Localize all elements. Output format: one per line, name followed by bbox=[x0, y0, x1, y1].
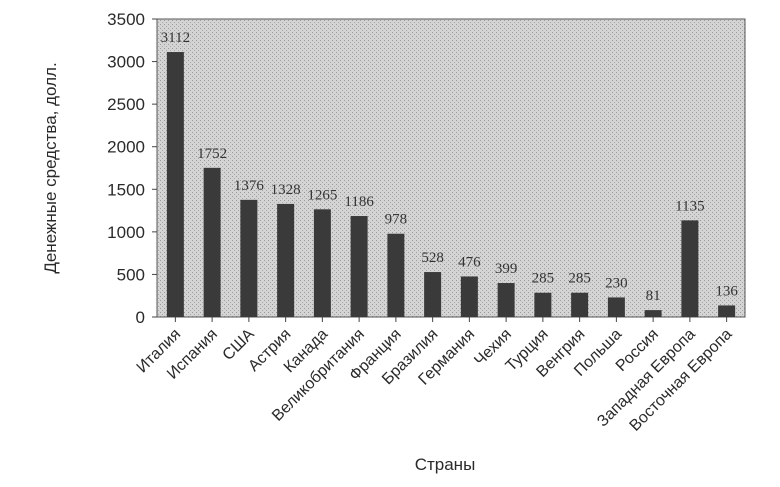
bar bbox=[203, 167, 221, 317]
data-label: 285 bbox=[568, 271, 591, 287]
y-tick-label: 2500 bbox=[107, 95, 145, 114]
bar bbox=[534, 292, 552, 317]
bars bbox=[166, 52, 736, 317]
data-label: 528 bbox=[421, 250, 444, 266]
data-label: 230 bbox=[605, 275, 628, 291]
y-tick-label: 2000 bbox=[107, 138, 145, 157]
y-axis: 0 500 1000 1500 2000 2500 3000 3500 bbox=[107, 10, 157, 327]
data-label: 81 bbox=[646, 288, 661, 304]
bar bbox=[350, 216, 368, 317]
y-tick-label: 0 bbox=[136, 308, 145, 327]
data-label: 476 bbox=[458, 254, 481, 270]
y-axis-title: Денежные средства, долл. bbox=[41, 62, 60, 273]
data-label: 285 bbox=[532, 271, 555, 287]
bar bbox=[681, 220, 699, 317]
bar bbox=[166, 52, 184, 317]
y-tick-label: 1000 bbox=[107, 223, 145, 242]
data-label: 1265 bbox=[307, 187, 337, 203]
y-tick-label: 3500 bbox=[107, 10, 145, 29]
bar bbox=[387, 233, 405, 317]
data-label: 1135 bbox=[675, 198, 704, 214]
bar bbox=[240, 199, 258, 317]
bar bbox=[313, 209, 331, 317]
bar bbox=[644, 310, 662, 317]
data-label: 1186 bbox=[344, 194, 374, 210]
data-label: 1328 bbox=[271, 182, 301, 198]
data-label: 136 bbox=[715, 283, 738, 299]
bar bbox=[277, 203, 295, 317]
bar bbox=[460, 276, 478, 317]
bar bbox=[571, 292, 589, 317]
y-tick-label: 500 bbox=[117, 265, 145, 284]
bar bbox=[607, 297, 625, 317]
data-labels: 3112 1752 1376 1328 1265 1186 978 528 476 399 285 2… bbox=[161, 30, 739, 304]
data-label: 1376 bbox=[234, 178, 265, 194]
x-axis: ИталияИспанияСШААстрияКанадаВеликобритан… bbox=[134, 317, 736, 435]
data-label: 1752 bbox=[197, 146, 227, 162]
x-axis-title: Страны bbox=[415, 455, 476, 474]
bar bbox=[718, 305, 736, 317]
y-tick-label: 3000 bbox=[107, 53, 145, 72]
bar bbox=[424, 272, 442, 317]
y-tick-label: 1500 bbox=[107, 180, 145, 199]
bar bbox=[497, 283, 515, 317]
data-label: 978 bbox=[385, 212, 408, 228]
data-label: 3112 bbox=[161, 30, 190, 46]
data-label: 399 bbox=[495, 261, 518, 277]
